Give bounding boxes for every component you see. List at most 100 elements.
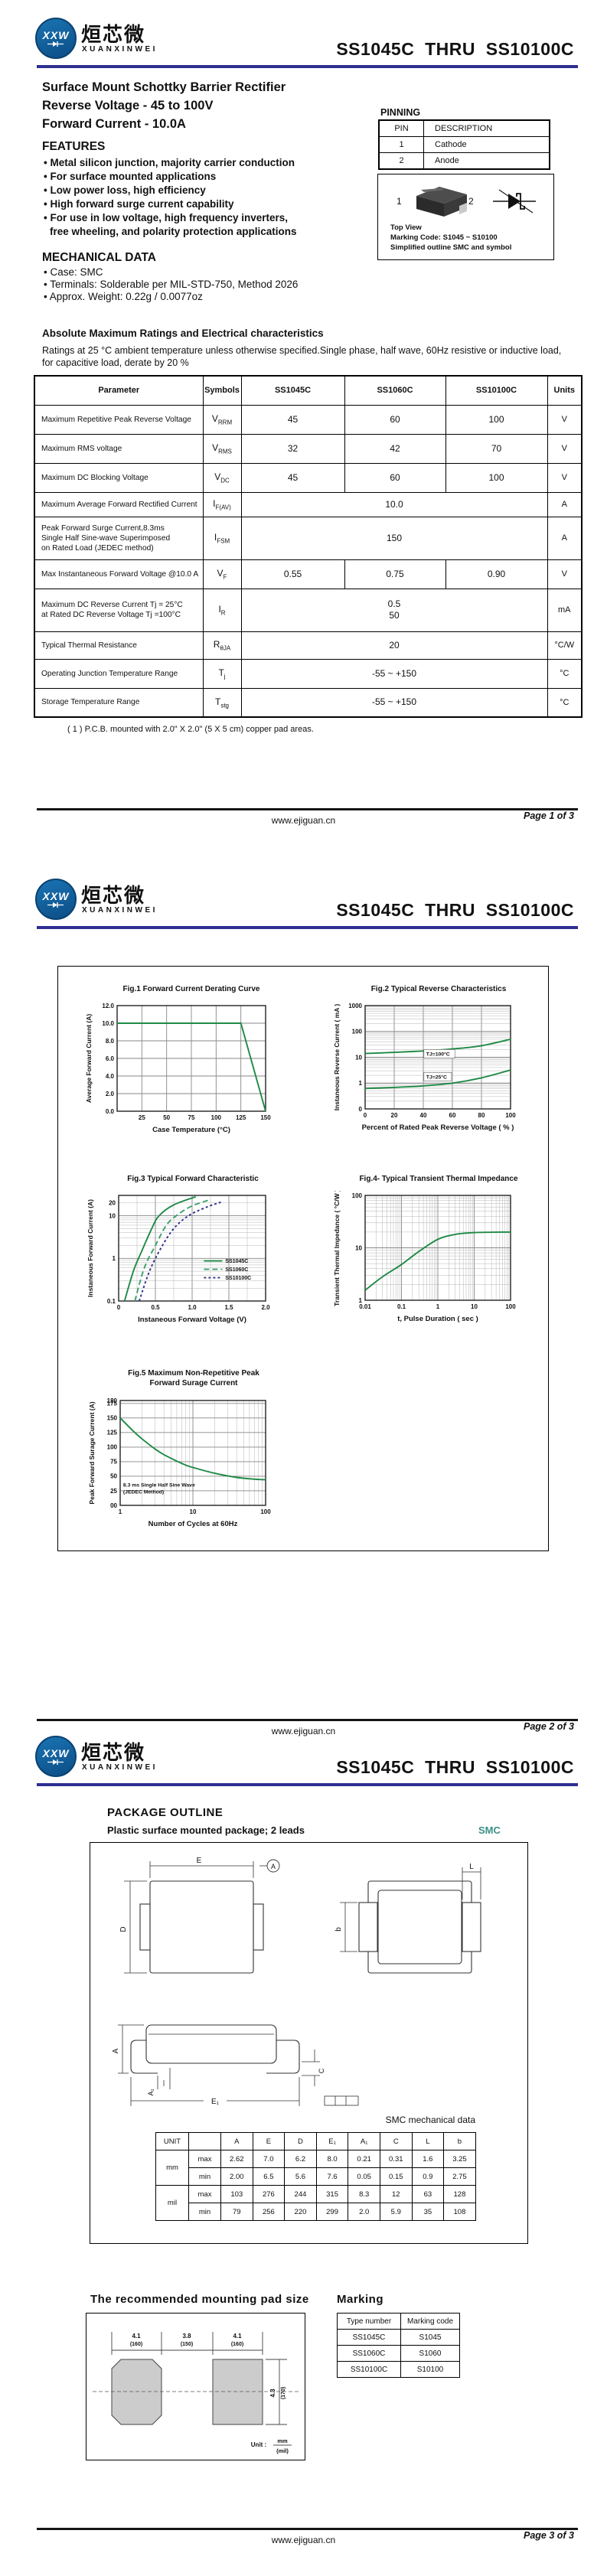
- mech-value-cell: 2.62: [220, 2150, 253, 2168]
- table-row: Maximum DC Blocking Voltage VDC 45 60 100 V: [34, 462, 583, 493]
- footer-rule: [37, 2528, 578, 2530]
- ratings-header-cell: SS1045C: [240, 375, 345, 406]
- fig3-plot: 0 0.5 1.0 1.5 2.0 0.1 1 10 20 Instaneous Forward …: [85, 1191, 301, 1329]
- y-tick-label: 0.0: [106, 1108, 115, 1115]
- table-row: min 79 256 220 299 2.0 5.9 35 108: [156, 2203, 476, 2221]
- symbol-cell: VRMS: [202, 433, 242, 464]
- mech-value-cell: 6.2: [284, 2150, 317, 2168]
- mech-header-cell: E₁: [315, 2132, 349, 2150]
- marking-code-caption: Marking Code: S1045 ~ S10100: [390, 233, 498, 242]
- page-header: XXW 烜芯微 XUANXINWEI SS1045C THRU SS10100C: [0, 1736, 607, 1806]
- package-outline-heading: PACKAGE OUTLINE: [107, 1806, 224, 1819]
- value-cell: 10.0: [240, 491, 548, 517]
- page-header: XXW 烜芯微 XUANXINWEI SS1045C THRU SS10100C: [0, 879, 607, 949]
- dim-label-c: C: [318, 2068, 325, 2073]
- mech-table-title: SMC mechanical data: [385, 2115, 475, 2125]
- y-tick-label: 0.1: [107, 1298, 116, 1305]
- ratings-header-cell: SS10100C: [445, 375, 548, 406]
- mech-header-cell: D: [284, 2132, 317, 2150]
- mech-value-cell: 0.05: [348, 2167, 380, 2186]
- mech-value-cell: 2.00: [220, 2167, 253, 2186]
- y-tick-label: 00: [110, 1502, 117, 1509]
- chart-svg: 0.01 0.1 1 10 100 1 10 100 t, Pulse Duration ( s…: [333, 1191, 516, 1323]
- feature-item: • For surface mounted applications: [44, 171, 217, 182]
- mech-value-cell: 5.9: [379, 2203, 413, 2221]
- y-tick-label: 20: [109, 1200, 116, 1207]
- symbol-cell: Tstg: [202, 687, 242, 718]
- dim-label-e1: E₁: [211, 2098, 220, 2106]
- table-row: PIN DESCRIPTION: [378, 119, 550, 137]
- value-cell: 45: [240, 462, 345, 493]
- x-tick-label: 1.5: [224, 1304, 233, 1311]
- brand-logo-icon: XXW: [35, 18, 77, 59]
- mech-value-cell: 35: [411, 2203, 445, 2221]
- y-tick-label: 10: [109, 1212, 116, 1219]
- symbol-cell: IR: [202, 588, 242, 632]
- value-cell: -55 ~ +150: [240, 687, 548, 718]
- fig4-plot: 0.01 0.1 1 10 100 1 10 100 t, Pulse Duration ( s…: [331, 1191, 546, 1328]
- unit-cell: V: [547, 404, 583, 435]
- x-tick-label: 0.5: [151, 1304, 160, 1311]
- x-tick-label: 10: [471, 1303, 478, 1310]
- brand-name-en: XUANXINWEI: [82, 1763, 158, 1772]
- chart-svg: 0 0.5 1.0 1.5 2.0 0.1 1 10 20 Instaneous Forward …: [86, 1195, 270, 1324]
- y-axis-label: Instaneous Reverse Current ( mA ): [333, 1004, 341, 1111]
- y-tick-label: 100: [352, 1029, 363, 1035]
- y-tick-label: 1: [113, 1255, 116, 1262]
- table-row: Maximum DC Reverse Current Tj = 25°C at R…: [34, 588, 583, 632]
- table-row: Maximum Average Forward Rectified Curren…: [34, 491, 583, 517]
- y-tick-label: 6.0: [106, 1055, 115, 1062]
- pad-dim-gap-mil: (150): [181, 2342, 193, 2347]
- table-row: SS10100C S10100: [337, 2361, 460, 2378]
- pad-heading: The recommended mounting pad size: [90, 2293, 309, 2306]
- mech-value-cell: 0.15: [379, 2167, 413, 2186]
- table-row: Max Instantaneous Forward Voltage @10.0 …: [34, 559, 583, 589]
- logo-diode-icon: [47, 902, 64, 908]
- page-footer: www.ejiguan.cn Page 1 of 3: [0, 808, 607, 839]
- data-series-ifsm: [119, 1417, 266, 1481]
- y-tick-label: 125: [107, 1430, 118, 1436]
- ratings-header-cell: Symbols: [202, 375, 242, 406]
- mech-value-cell: 103: [220, 2185, 253, 2203]
- datasheet-title: SS1045C THRU SS10100C: [336, 1757, 574, 1777]
- symbol-cell: RθJA: [202, 631, 242, 660]
- y-tick-label: 180: [107, 1397, 118, 1404]
- mech-header-cell: E: [252, 2132, 286, 2150]
- description-col-header: DESCRIPTION: [423, 119, 550, 137]
- mech-value-cell: 3.25: [443, 2150, 476, 2168]
- data-series-if-av-: [117, 1022, 266, 1112]
- logo-diode-icon: [47, 1759, 64, 1765]
- pin-col-header: PIN: [378, 119, 424, 137]
- figure-fig4: Fig.4- Typical Transient Thermal Impedan…: [331, 1174, 546, 1328]
- footer-website: www.ejiguan.cn: [271, 2535, 336, 2545]
- table-row: SS1045C S1045: [337, 2329, 460, 2346]
- page-1: Surface Mount Schottky Barrier Rectifier…: [0, 0, 607, 842]
- marking-value-cell: S1045: [400, 2329, 460, 2346]
- y-tick-label: 1: [359, 1080, 363, 1087]
- marking-table: Type number Marking code SS1045C S1045 SS106…: [337, 2313, 460, 2378]
- symbol-cell: VF: [202, 559, 242, 589]
- unit-group-cell: mm: [155, 2150, 189, 2186]
- pin1-label: 1: [397, 196, 402, 207]
- page-footer: www.ejiguan.cn Page 2 of 3: [0, 1719, 607, 1749]
- datasheet-title: SS1045C THRU SS10100C: [336, 39, 574, 59]
- x-tick-label: 1: [119, 1508, 122, 1515]
- x-tick-label: 100: [505, 1303, 516, 1310]
- brand-name-cn: 烜芯微: [81, 1741, 146, 1764]
- x-tick-label: 10: [190, 1508, 197, 1515]
- ratings-note-line: for capacitive load, derate by 20 %: [42, 357, 189, 368]
- legend-label: SS10100C: [225, 1276, 251, 1281]
- fig2-title: Fig.2 Typical Reverse Characteristics: [370, 985, 507, 993]
- mech-value-cell: 1.6: [411, 2150, 445, 2168]
- figure-fig5: Fig.5 Maximum Non-Repetitive Peak Forward…: [86, 1368, 301, 1533]
- symbol-cell: IF(AV): [202, 491, 242, 517]
- y-tick-label: 0: [359, 1106, 363, 1113]
- pad-dim-w2: 4.1: [233, 2333, 242, 2340]
- ratings-heading: Absolute Maximum Ratings and Electrical …: [42, 328, 324, 339]
- x-tick-label: 100: [260, 1508, 271, 1515]
- package-outline-drawing: E A D b L A A₁ E₁ C: [112, 1857, 481, 2106]
- mech-value-cell: 276: [252, 2185, 286, 2203]
- pad-dim-h-mil: (170): [281, 2387, 286, 2399]
- pinning-table: PIN DESCRIPTION 1 Cathode 2 Anode: [378, 119, 550, 170]
